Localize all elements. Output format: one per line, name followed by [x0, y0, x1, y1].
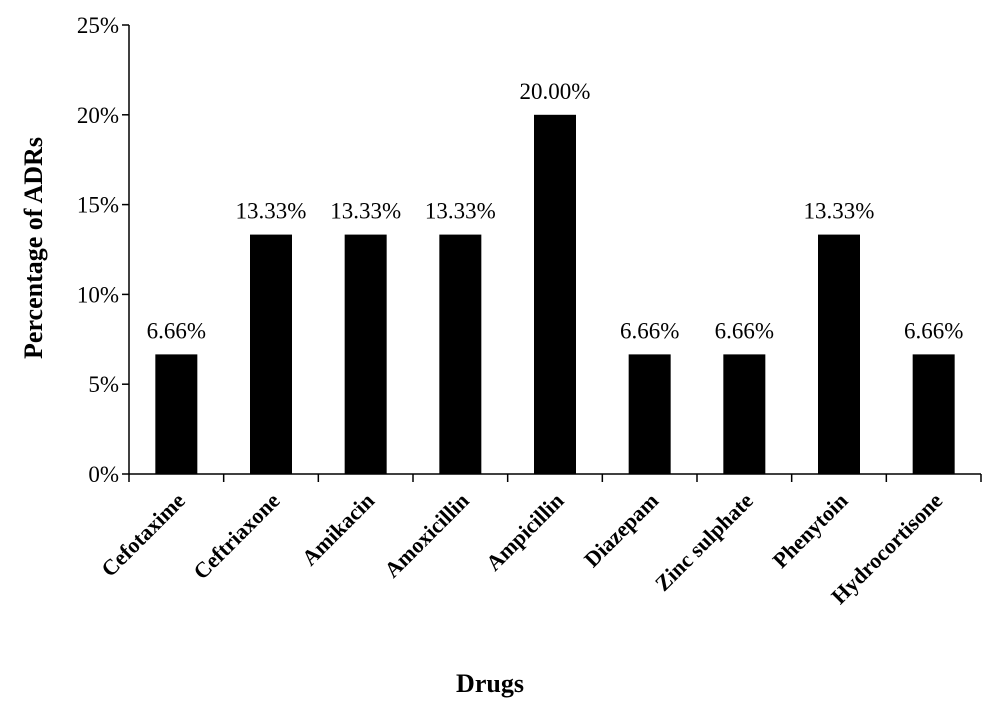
data-label: 13.33% [425, 199, 496, 224]
bar [534, 114, 576, 475]
bars [155, 114, 955, 475]
data-label: 6.66% [147, 318, 206, 343]
data-label: 6.66% [715, 318, 774, 343]
bar [723, 354, 766, 474]
y-axis-title: Percentage of ADRs [19, 137, 48, 359]
bar [439, 234, 482, 474]
bar [912, 354, 955, 474]
y-axis: 0% 5% 10% 15% 20% 25% [77, 13, 130, 487]
y-tick-label: 0% [88, 462, 119, 487]
bar [344, 234, 387, 474]
category-label: Amikacin [297, 488, 380, 571]
data-labels: 6.66% 13.33% 13.33% 13.33% 20.00% 6.66% 6.66% 1… [147, 79, 964, 344]
y-tick-label: 10% [77, 282, 119, 307]
category-label: Phenytoin [767, 488, 852, 573]
data-label: 13.33% [236, 199, 307, 224]
category-label: Zinc sulphate [650, 488, 758, 596]
category-label: Ampicillin [481, 488, 569, 576]
y-tick-label: 20% [77, 103, 119, 128]
bar [155, 354, 198, 474]
data-label: 20.00% [520, 79, 591, 104]
category-label: Amoxicillin [379, 488, 474, 583]
data-label: 13.33% [330, 199, 401, 224]
y-tick-label: 15% [77, 193, 119, 218]
data-label: 6.66% [904, 318, 963, 343]
category-label: Diazepam [579, 488, 663, 572]
x-axis [128, 473, 982, 482]
y-tick-label: 25% [77, 13, 119, 38]
category-label: Ceftriaxone [188, 488, 284, 584]
bar [628, 354, 671, 474]
bar [818, 234, 860, 474]
bar [250, 234, 292, 474]
data-label: 6.66% [620, 318, 679, 343]
x-axis-title: Drugs [456, 669, 524, 698]
data-label: 13.33% [804, 199, 875, 224]
y-tick-label: 5% [88, 372, 119, 397]
category-label: Cefotaxime [96, 488, 190, 582]
